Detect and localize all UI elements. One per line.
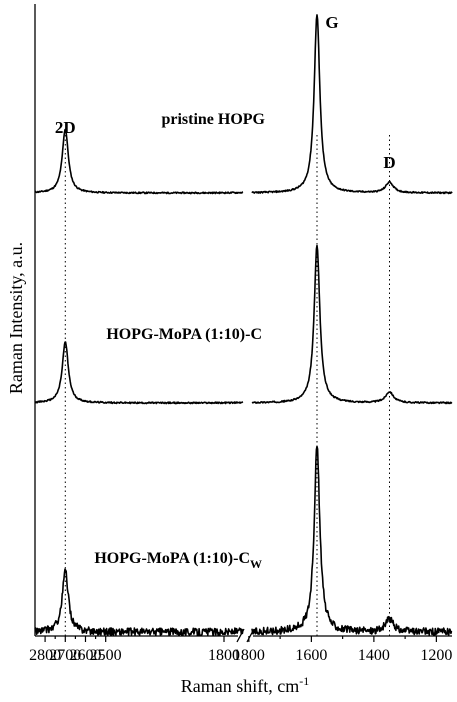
plot-frame xyxy=(34,4,452,643)
spectra-traces xyxy=(34,14,453,637)
x-tick-label-7: 1400 xyxy=(358,647,390,664)
series-label-2-subscript: W xyxy=(250,557,262,571)
series-label-0-main: pristine HOPG xyxy=(161,111,265,128)
trace-2-segment-0 xyxy=(34,568,244,637)
series-label-2: HOPG-MoPA (1:10)-CW xyxy=(94,550,262,571)
x-tick-label-5: 1800 xyxy=(233,647,265,664)
peak-label-g: G xyxy=(325,13,338,32)
series-label-0: pristine HOPG xyxy=(161,111,265,128)
trace-0-segment-1 xyxy=(251,14,453,195)
series-label-1-main: HOPG-MoPA (1:10)-C xyxy=(106,326,262,343)
trace-0-segment-0 xyxy=(34,128,244,195)
y-axis-title: Raman Intensity, a.u. xyxy=(6,242,26,394)
x-tick-label-1: 2700 xyxy=(49,647,81,664)
trace-1-segment-1 xyxy=(251,244,453,405)
x-tick-label-0: 2800 xyxy=(29,647,61,664)
x-tick-label-3: 2500 xyxy=(90,647,122,664)
axis-break-mark-2 xyxy=(246,628,255,643)
x-axis-title-superscript: -1 xyxy=(299,674,309,688)
x-axis-title: Raman shift, cm-1 xyxy=(181,674,309,696)
x-tick-label-8: 1200 xyxy=(420,647,452,664)
axis-break-mark-1 xyxy=(236,628,245,643)
trace-1-segment-0 xyxy=(34,341,244,405)
x-tick-label-4: 1800 xyxy=(208,647,240,664)
peak-label-d: D xyxy=(383,153,395,172)
series-label-1: HOPG-MoPA (1:10)-C xyxy=(106,326,262,343)
peak-label-2d: 2D xyxy=(55,118,76,137)
x-tick-label-2: 2600 xyxy=(69,647,101,664)
x-tick-label-6: 1600 xyxy=(295,647,327,664)
trace-2-segment-1 xyxy=(251,445,453,636)
series-label-2-main: HOPG-MoPA (1:10)-C xyxy=(94,550,250,567)
x-axis-title-text: Raman shift, cm xyxy=(181,676,299,696)
